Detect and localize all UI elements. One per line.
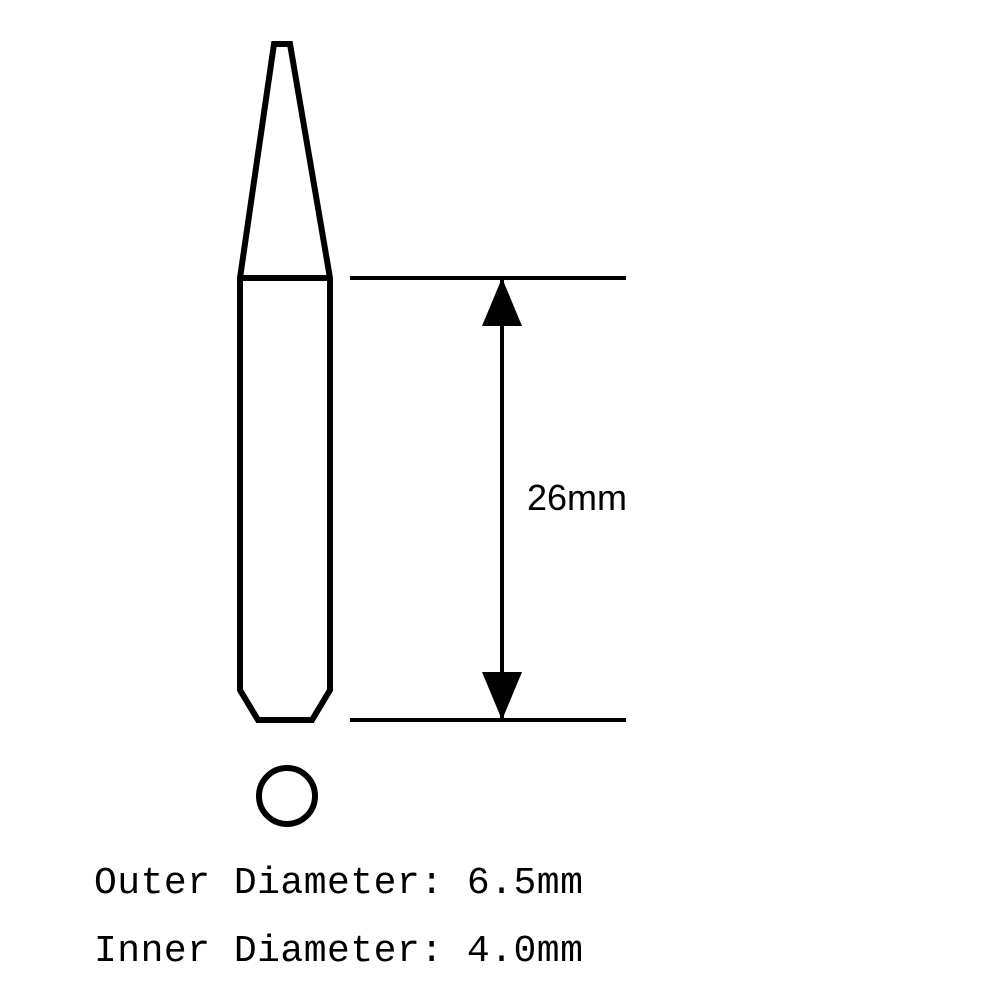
outer-diameter-label: Outer Diameter: 6.5mm <box>94 862 583 905</box>
cross-section-circle <box>259 768 315 824</box>
inner-diameter-label: Inner Diameter: 4.0mm <box>94 930 583 973</box>
arrowhead-top <box>482 278 522 326</box>
dimension-label: 26mm <box>527 477 627 518</box>
arrowhead-bottom <box>482 672 522 720</box>
tip-body-outline <box>240 44 330 720</box>
dimension-diagram: 26mm <box>0 0 1001 1001</box>
